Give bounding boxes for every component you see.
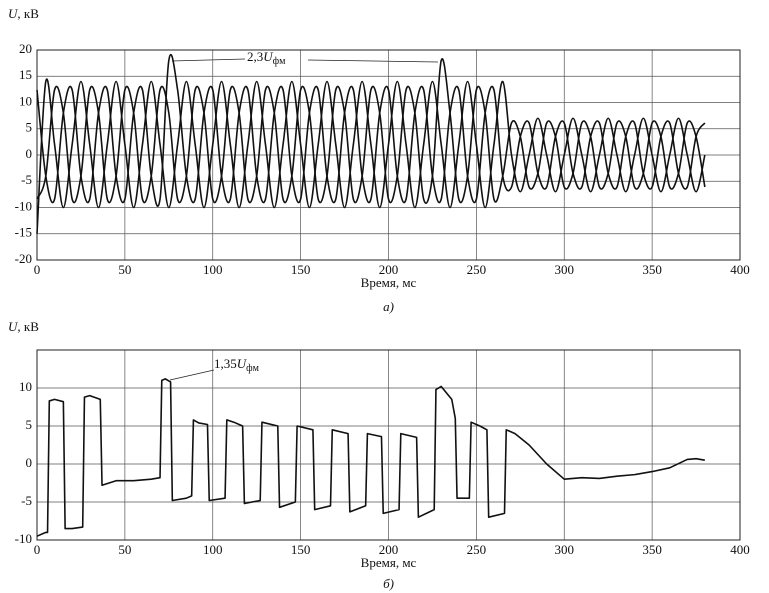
- x-axis-label: Время, мс: [361, 555, 417, 570]
- annotation: 2,3Uфм: [247, 49, 286, 67]
- x-axis-label: Время, мс: [361, 275, 417, 290]
- unit: , кВ: [17, 319, 39, 334]
- x-tick-label: 150: [291, 542, 311, 557]
- plot-frame: [36, 49, 741, 261]
- annotation-pointer: [169, 369, 215, 381]
- y-tick-label: -5: [21, 172, 32, 187]
- subscript: фм: [273, 56, 286, 67]
- symbol: U: [263, 49, 274, 64]
- x-tick-label: 250: [467, 542, 487, 557]
- y-tick-label: 5: [26, 120, 33, 135]
- unit: , кВ: [17, 6, 39, 21]
- x-tick-label: 350: [642, 542, 662, 557]
- annotation-pointer: [307, 59, 439, 63]
- x-tick-label: 350: [642, 262, 662, 277]
- symbol: U: [8, 6, 19, 21]
- x-tick-label: 400: [730, 542, 750, 557]
- subscript: фм: [246, 363, 259, 374]
- y-tick-label: -10: [15, 531, 32, 546]
- x-tick-label: 150: [291, 262, 311, 277]
- y-axis-label: U, кВ: [8, 319, 39, 334]
- y-tick-label: 10: [19, 93, 32, 108]
- y-tick-label: 20: [19, 41, 32, 56]
- x-tick-label: 100: [203, 542, 223, 557]
- caption: б): [383, 576, 394, 591]
- x-tick-label: 400: [730, 262, 750, 277]
- data-line: [36, 78, 706, 234]
- x-tick-label: 300: [555, 542, 575, 557]
- annotation-number: 2,3: [247, 49, 263, 64]
- y-tick-label: 15: [19, 67, 32, 82]
- annotation-number: 1,35: [214, 356, 237, 371]
- x-tick-label: 300: [555, 262, 575, 277]
- y-tick-label: 0: [26, 455, 33, 470]
- plot-frame: [36, 349, 741, 541]
- y-tick-label: -15: [15, 225, 32, 240]
- y-tick-label: 10: [19, 379, 32, 394]
- y-tick-label: -5: [21, 493, 32, 508]
- y-tick-label: 0: [26, 146, 33, 161]
- y-tick-label: -20: [15, 251, 32, 266]
- x-tick-label: 50: [118, 262, 131, 277]
- x-tick-label: 200: [379, 262, 399, 277]
- symbol: U: [237, 356, 248, 371]
- x-tick-label: 200: [379, 542, 399, 557]
- y-axis-label: U, кВ: [8, 6, 39, 21]
- caption: а): [383, 299, 394, 314]
- data-line: [36, 53, 706, 207]
- x-tick-label: 50: [118, 542, 131, 557]
- annotation: 1,35Uфм: [214, 356, 260, 374]
- y-tick-label: -10: [15, 198, 32, 213]
- y-tick-label: 5: [26, 417, 33, 432]
- x-tick-label: 250: [467, 262, 487, 277]
- symbol: U: [8, 319, 19, 334]
- x-tick-label: 100: [203, 262, 223, 277]
- x-tick-label: 0: [34, 542, 41, 557]
- x-tick-label: 0: [34, 262, 41, 277]
- annotation-pointer: [171, 58, 246, 62]
- data-line: [36, 378, 705, 537]
